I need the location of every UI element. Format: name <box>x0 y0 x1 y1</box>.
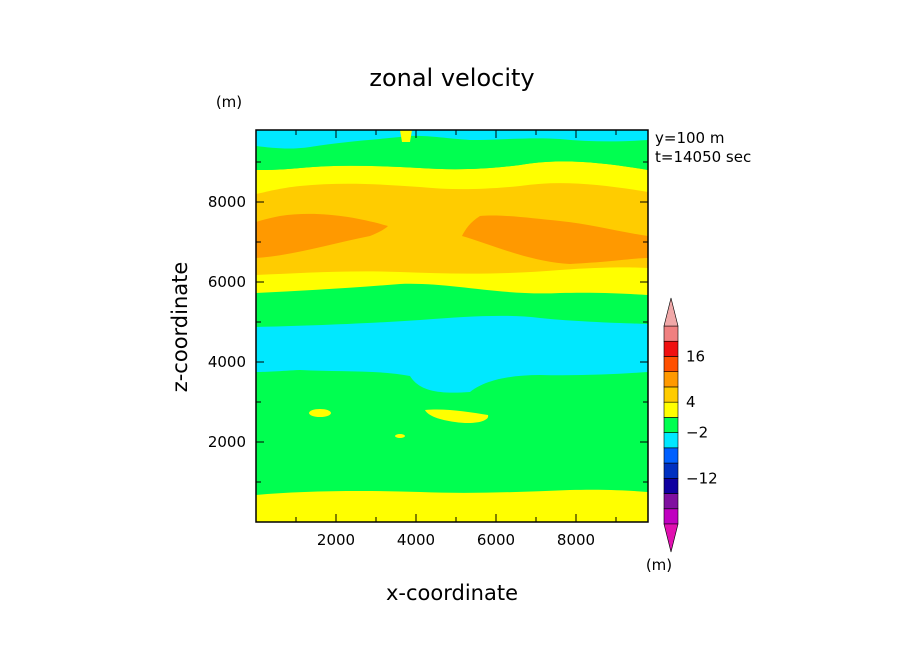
chart-title: zonal velocity <box>369 64 534 92</box>
y-tick-label: 2000 <box>208 433 246 451</box>
contour-island-a <box>309 409 331 417</box>
contour-band-yellow-bottom <box>256 489 648 522</box>
colorbar-segment <box>663 371 679 388</box>
colorbar-segment <box>663 447 679 464</box>
y-tick-label: 6000 <box>208 273 246 291</box>
colorbar-segment <box>663 508 679 525</box>
y-unit-label: (m) <box>216 93 242 111</box>
contour-band-orange-left <box>256 213 388 258</box>
plot-area: 2000 4000 6000 8000 2000 4000 6000 8000 <box>208 129 649 549</box>
colorbar-tick-label: −12 <box>686 469 718 487</box>
y-axis-label: z-coordinate <box>168 262 192 393</box>
colorbar-extend-low <box>663 523 679 553</box>
colorbar-segment <box>663 401 679 418</box>
colorbar-segment <box>663 356 679 372</box>
contour-island-b <box>425 409 489 424</box>
contour-band-orange-right <box>462 215 648 264</box>
contour-band-cyan-top <box>256 130 648 149</box>
colorbar-segment <box>663 462 679 479</box>
colorbar-segment <box>663 386 679 403</box>
colorbar: 16 4 −2 −12 <box>663 297 718 553</box>
axis-ticks: 2000 4000 6000 8000 2000 4000 6000 8000 <box>208 130 648 549</box>
x-axis-label: x-coordinate <box>386 581 518 605</box>
x-tick-label: 4000 <box>397 531 435 549</box>
plot-frame <box>255 129 649 523</box>
colorbar-tick-label: 4 <box>686 393 696 411</box>
x-tick-label: 2000 <box>317 531 355 549</box>
colorbar-segment <box>663 340 679 357</box>
colorbar-unit-label: (m) <box>646 556 672 574</box>
colorbar-tick-label: −2 <box>686 424 708 442</box>
x-tick-label: 8000 <box>557 531 595 549</box>
annotation-time: t=14050 sec <box>655 148 751 166</box>
colorbar-tick-label: 16 <box>686 347 705 365</box>
colorbar-segment <box>663 493 679 510</box>
colorbar-segment <box>663 478 679 494</box>
contour-island-c <box>395 434 405 438</box>
annotation-y: y=100 m <box>655 129 724 147</box>
contour-band-green-top <box>256 145 648 170</box>
colorbar-segment <box>663 432 679 449</box>
y-tick-label: 4000 <box>208 353 246 371</box>
colorbar-extend-high <box>663 297 679 327</box>
colorbar-segment <box>663 325 679 342</box>
contour-island-top <box>400 130 412 142</box>
colorbar-segment <box>663 417 679 433</box>
x-tick-label: 6000 <box>477 531 515 549</box>
y-tick-label: 8000 <box>208 193 246 211</box>
contour-band-cyan-middle <box>256 315 648 393</box>
